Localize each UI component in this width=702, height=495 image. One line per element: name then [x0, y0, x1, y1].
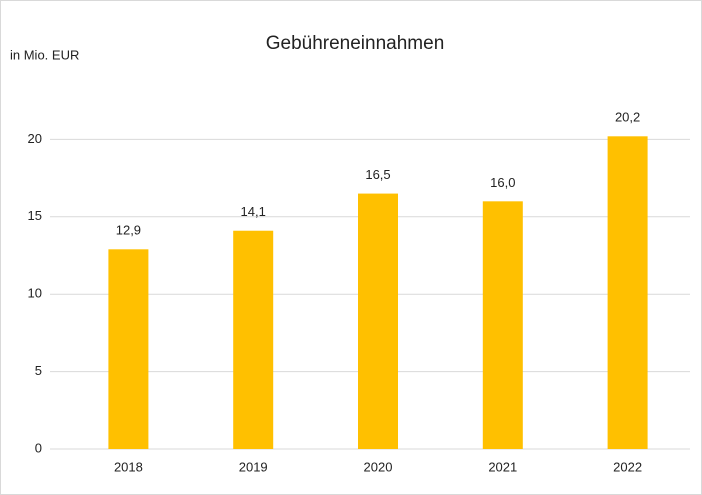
- y-tick-label: 10: [28, 286, 42, 301]
- value-label: 16,0: [490, 175, 515, 190]
- x-tick-label: 2019: [239, 459, 268, 474]
- value-label: 20,2: [615, 110, 640, 125]
- x-tick-label: 2020: [364, 459, 393, 474]
- y-tick-label: 20: [28, 131, 42, 146]
- bar: [108, 249, 149, 449]
- y-axis-label: in Mio. EUR: [10, 47, 79, 62]
- bar: [233, 230, 274, 449]
- chart-title: Gebühreneinnahmen: [266, 33, 445, 54]
- x-tick-label: 2018: [114, 459, 143, 474]
- y-tick-label: 5: [35, 363, 42, 378]
- x-tick-label: 2022: [613, 459, 642, 474]
- value-label: 14,1: [241, 204, 266, 219]
- y-tick-label: 15: [28, 208, 42, 223]
- value-label: 16,5: [365, 167, 390, 182]
- x-tick-label: 2021: [488, 459, 517, 474]
- bar: [482, 201, 523, 449]
- bar: [607, 136, 648, 449]
- value-label: 12,9: [116, 223, 141, 238]
- bar: [358, 193, 398, 449]
- y-tick-label: 0: [35, 440, 42, 455]
